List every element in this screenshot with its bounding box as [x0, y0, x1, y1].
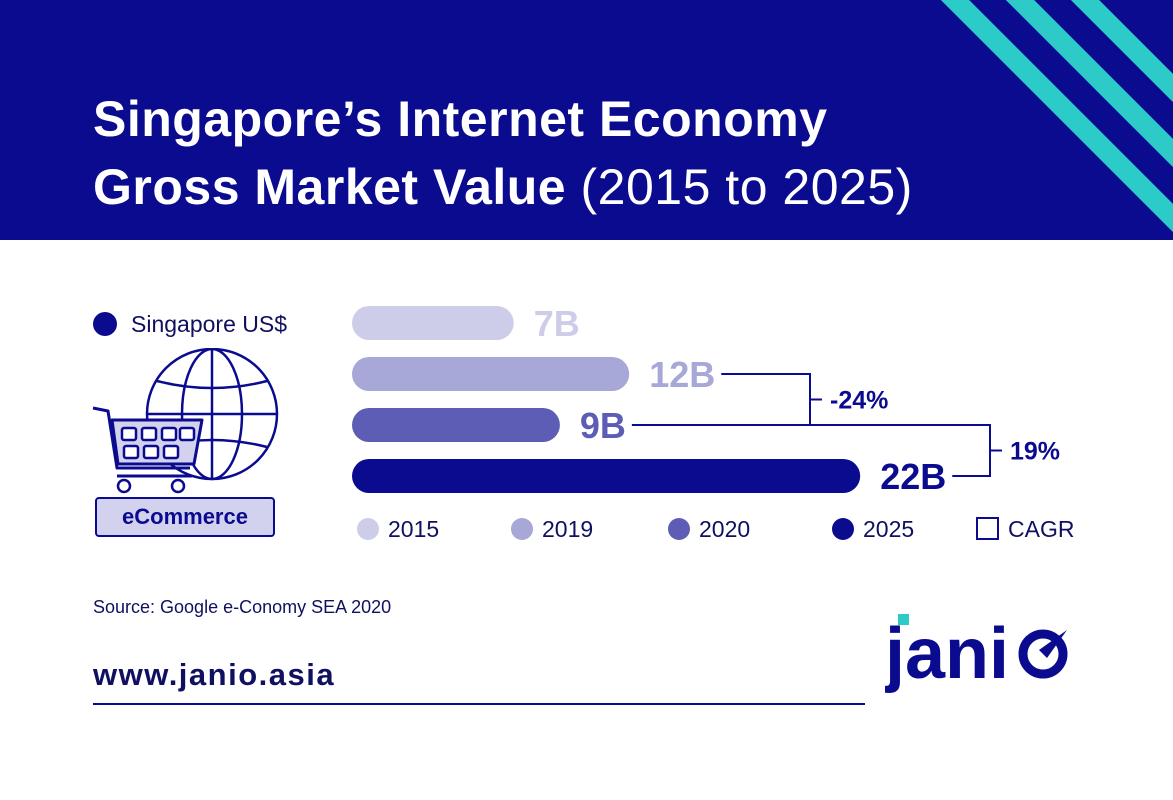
value-label-2019: 12B [649, 354, 715, 395]
cart-handle [92, 406, 190, 470]
legend-swatch-2015 [357, 518, 379, 540]
value-label-2025: 22B [880, 456, 946, 497]
globe-shopping-cart-icon [92, 348, 279, 494]
legend-label: Singapore US$ [131, 310, 287, 337]
year-legend: 2015 2019 2020 2025 CAGR [357, 516, 1074, 542]
bar-2020 [352, 408, 560, 442]
value-label-2015: 7B [534, 303, 580, 344]
header-banner: Singapore’s Internet Economy Gross Marke… [0, 0, 1173, 240]
source-note: Source: Google e-Conomy SEA 2020 [93, 597, 392, 617]
cagr-label: 19% [1010, 438, 1060, 466]
logo-wordmark: jani [885, 614, 1009, 694]
stripe [1070, 0, 1173, 103]
title-year-range: (2015 to 2025) [580, 159, 913, 215]
singapore-legend: Singapore US$ [93, 311, 287, 337]
title-emphasis: Gross Market Value [93, 159, 567, 215]
legend-label-cagr: CAGR [1008, 516, 1074, 542]
legend-dot-icon [93, 312, 117, 336]
stripe [1005, 0, 1173, 168]
legend-swatch-2025 [832, 518, 854, 540]
logo-o-mark [1018, 629, 1068, 679]
bar-2015 [352, 306, 514, 340]
janio-logo: jani [885, 614, 1068, 694]
stripe [940, 0, 1173, 233]
page-title-line-1: Singapore’s Internet Economy [93, 91, 828, 147]
legend-label-2020: 2020 [699, 516, 750, 542]
value-labels-layer: 7B 12B 9B 22B [534, 303, 947, 497]
cart-wheel [170, 478, 186, 494]
legend-swatch-cagr [976, 517, 999, 540]
page-title-line-2: Gross Market Value (2015 to 2025) [93, 158, 913, 216]
bar-2025 [352, 459, 861, 493]
legend-label-2015: 2015 [388, 516, 439, 542]
website-url[interactable]: www.janio.asia [93, 657, 336, 692]
category-badge: eCommerce [95, 497, 275, 537]
globe-latitude [156, 379, 268, 390]
url-underline [93, 703, 865, 705]
legend-swatch-2020 [668, 518, 690, 540]
bar-2019 [352, 357, 630, 391]
value-label-2020: 9B [580, 405, 626, 446]
legend-swatch-2019 [511, 518, 533, 540]
cagr-bracket [631, 424, 1002, 477]
legend-label-2019: 2019 [542, 516, 593, 542]
legend-label-2025: 2025 [863, 516, 914, 542]
cart-wheel [116, 478, 132, 494]
cagr-annotations-layer: -24% 19% [631, 373, 1060, 477]
cagr-label: -24% [830, 387, 888, 415]
logo-dot [898, 614, 909, 625]
bars-layer [352, 306, 861, 493]
decorative-stripes [940, 0, 1173, 233]
